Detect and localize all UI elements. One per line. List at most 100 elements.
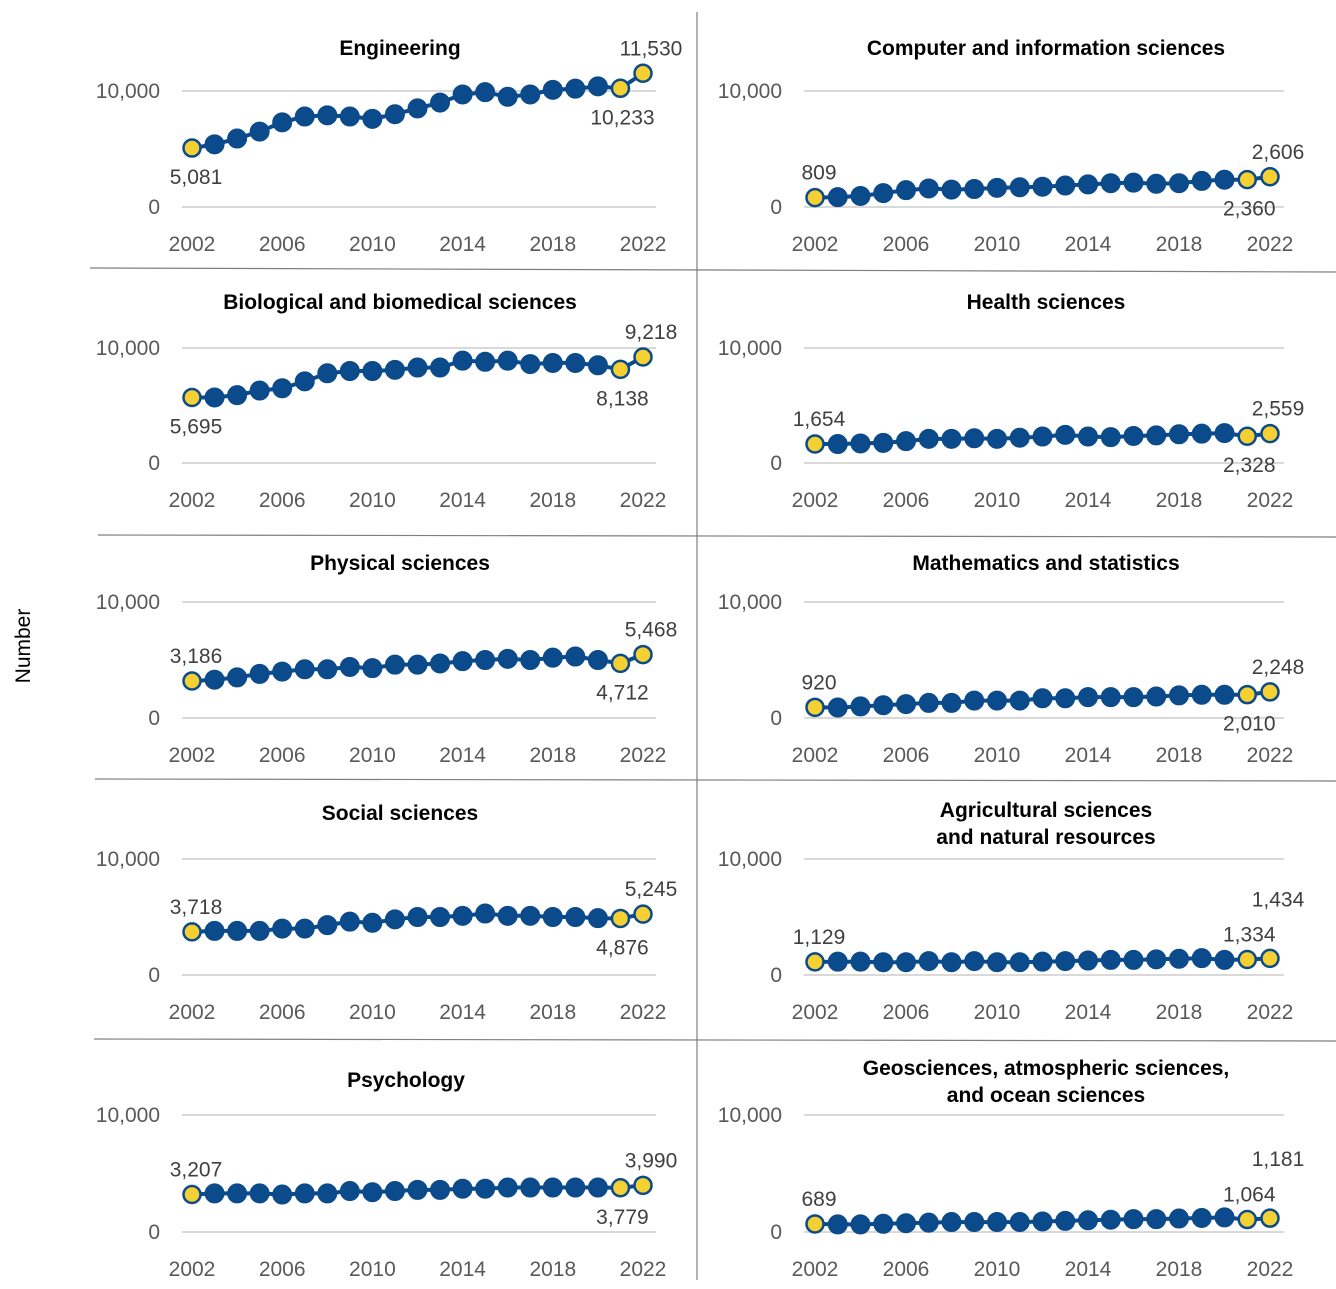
- y-tick-label: 10,000: [718, 848, 782, 871]
- data-point: [452, 905, 473, 926]
- y-tick-label: 10,000: [96, 591, 160, 614]
- chart-panel: Social sciences 0 10,000 2002 2006 2010 2014 20…: [96, 802, 678, 1024]
- data-point: [542, 1177, 563, 1198]
- data-point: [1100, 173, 1121, 194]
- highlighted-point: [633, 63, 653, 84]
- data-point: [227, 667, 248, 688]
- x-tick-label: 2014: [439, 744, 486, 767]
- data-label: 1,434: [1252, 888, 1305, 911]
- y-tick-label: 0: [148, 1221, 160, 1244]
- data-point: [294, 106, 315, 127]
- highlighted-point: [1237, 949, 1257, 970]
- data-point: [249, 663, 270, 684]
- panel-title: Mathematics and statistics: [912, 552, 1179, 575]
- x-tick-label: 2002: [792, 1001, 839, 1024]
- data-point: [873, 1213, 894, 1234]
- data-point: [204, 669, 225, 690]
- data-point: [272, 918, 293, 939]
- data-point: [317, 915, 338, 936]
- data-point: [587, 908, 608, 929]
- data-point: [317, 1183, 338, 1204]
- data-point: [272, 378, 293, 399]
- data-point: [430, 92, 451, 113]
- data-label: 1,654: [793, 408, 846, 431]
- x-tick-label: 2018: [529, 1258, 576, 1281]
- data-point: [964, 690, 985, 711]
- highlighted-point: [1260, 948, 1280, 969]
- x-tick-label: 2006: [883, 489, 930, 512]
- data-point: [520, 905, 541, 926]
- chart-panel: Physical sciences 0 10,000 2002 2006 2010 2014…: [96, 552, 678, 767]
- data-point: [918, 428, 939, 449]
- x-tick-label: 2018: [529, 744, 576, 767]
- data-point: [520, 84, 541, 105]
- data-point: [362, 658, 383, 679]
- data-label: 2,559: [1252, 398, 1305, 421]
- highlighted-point: [182, 1184, 202, 1205]
- data-point: [565, 78, 586, 99]
- data-point: [294, 918, 315, 939]
- x-tick-label: 2010: [974, 1001, 1021, 1024]
- data-label: 8,138: [596, 387, 649, 410]
- data-point: [1032, 176, 1053, 197]
- x-tick-label: 2018: [1156, 744, 1203, 767]
- data-point: [1169, 173, 1189, 194]
- highlighted-point: [182, 671, 202, 691]
- data-label: 1,334: [1223, 924, 1276, 947]
- horizontal-divider: [97, 534, 1336, 538]
- data-point: [896, 431, 916, 452]
- highlighted-point: [1237, 684, 1257, 705]
- x-tick-label: 2018: [529, 1001, 576, 1024]
- data-point: [294, 1183, 315, 1204]
- data-point: [384, 909, 405, 930]
- y-tick-label: 0: [770, 707, 782, 730]
- y-tick-label: 0: [770, 964, 782, 987]
- data-point: [475, 650, 496, 670]
- data-point: [1100, 949, 1121, 970]
- data-point: [941, 428, 962, 449]
- data-point: [1146, 949, 1167, 970]
- data-point: [272, 112, 293, 133]
- data-point: [249, 380, 270, 401]
- data-point: [384, 359, 405, 380]
- data-point: [204, 920, 225, 941]
- x-tick-label: 2018: [1156, 233, 1203, 256]
- data-point: [272, 661, 293, 682]
- data-point: [339, 1181, 360, 1202]
- data-point: [384, 654, 405, 675]
- data-point: [497, 1177, 518, 1198]
- y-tick-label: 0: [148, 964, 160, 987]
- data-point: [1169, 424, 1189, 445]
- data-label: 11,530: [620, 37, 683, 60]
- highlighted-point: [1237, 426, 1257, 446]
- data-point: [827, 434, 848, 455]
- x-tick-label: 2010: [974, 1258, 1021, 1281]
- data-point: [407, 907, 428, 927]
- data-point: [1032, 1211, 1053, 1232]
- data-point: [452, 84, 473, 105]
- data-point: [1055, 1210, 1076, 1231]
- horizontal-divider: [94, 778, 1336, 782]
- data-label: 5,695: [170, 416, 223, 439]
- data-point: [407, 654, 428, 675]
- data-point: [339, 106, 360, 127]
- data-point: [407, 1179, 428, 1200]
- data-point: [452, 1178, 473, 1199]
- data-label: 920: [801, 671, 836, 694]
- y-tick-label: 10,000: [718, 337, 782, 360]
- x-tick-label: 2022: [1247, 233, 1294, 256]
- data-label: 5,081: [170, 166, 223, 189]
- data-point: [1123, 172, 1144, 193]
- data-point: [1055, 175, 1076, 196]
- highlighted-point: [610, 1178, 631, 1198]
- data-point: [1214, 1207, 1235, 1228]
- data-point: [317, 105, 338, 126]
- x-tick-label: 2002: [169, 1001, 216, 1024]
- x-tick-label: 2014: [439, 1001, 486, 1024]
- data-point: [873, 183, 894, 204]
- highlighted-point: [182, 387, 202, 408]
- x-tick-label: 2010: [349, 1258, 396, 1281]
- data-label: 3,779: [596, 1206, 649, 1229]
- x-tick-label: 2006: [259, 1258, 306, 1281]
